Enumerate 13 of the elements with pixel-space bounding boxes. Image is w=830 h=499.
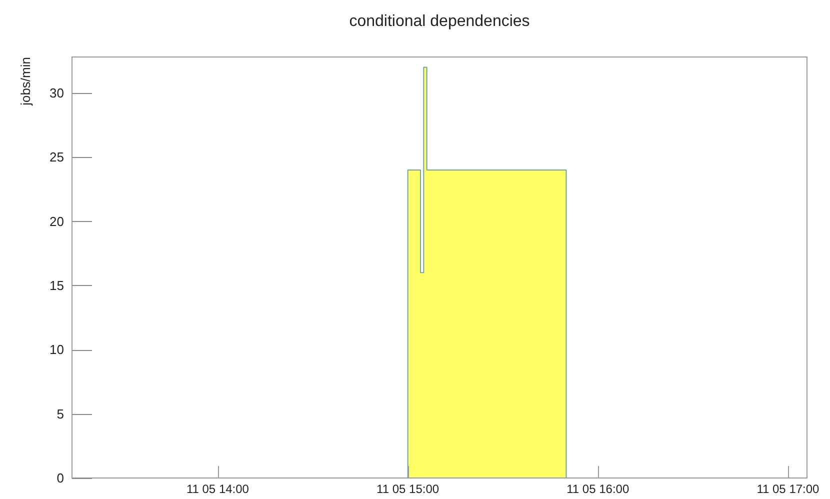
y-tick-label: 20: [50, 214, 64, 229]
x-tick-label: 11 05 15:00: [376, 482, 440, 496]
y-tick-label: 25: [50, 150, 64, 165]
chart-title: conditional dependencies: [349, 13, 530, 30]
y-tick-label: 15: [50, 278, 64, 294]
y-tick-label: 0: [56, 470, 64, 486]
x-tick-label: 11 05 16:00: [566, 482, 630, 496]
x-tick-label: 11 05 17:00: [756, 482, 820, 496]
y-tick-label: 10: [50, 342, 64, 358]
x-tick-label: 11 05 14:00: [186, 482, 250, 496]
y-axis-title: jobs/min: [18, 57, 33, 106]
y-tick-label: 30: [50, 85, 64, 100]
y-tick-label: 5: [56, 406, 64, 422]
